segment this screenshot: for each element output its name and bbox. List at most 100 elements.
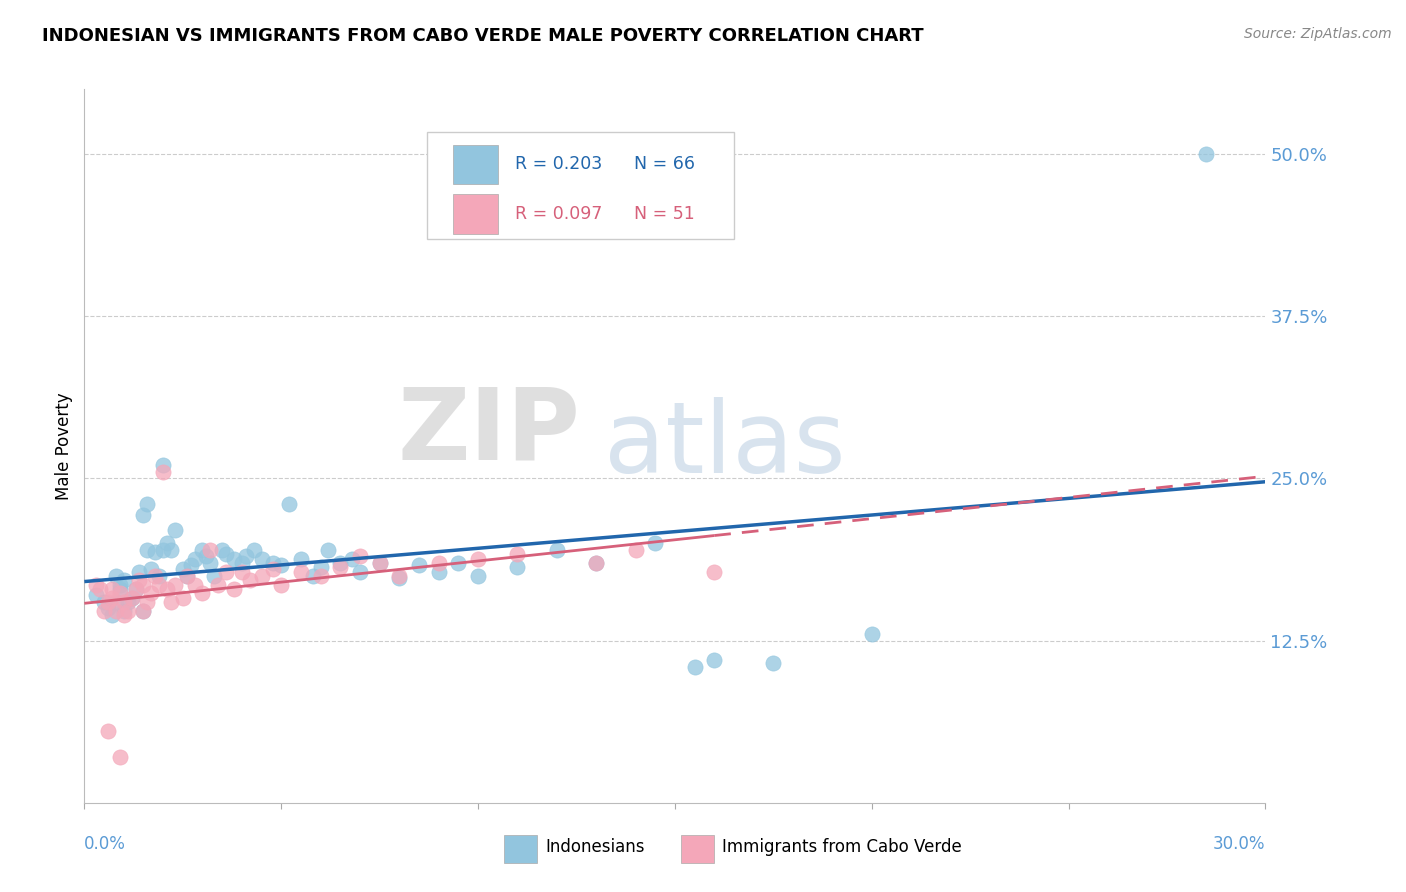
Point	[585, 556, 607, 570]
Point	[112, 573, 135, 587]
Point	[136, 497, 159, 511]
Point	[262, 562, 284, 576]
Bar	[681, 835, 714, 863]
Point	[388, 571, 411, 585]
Point	[183, 578, 205, 592]
Point	[93, 595, 115, 609]
Point	[89, 582, 111, 596]
Point	[506, 547, 529, 561]
Point	[270, 558, 292, 573]
Point	[156, 536, 179, 550]
Point	[762, 656, 785, 670]
Point	[239, 573, 262, 587]
Point	[290, 565, 312, 579]
Point	[132, 578, 155, 592]
Point	[148, 578, 170, 592]
Point	[467, 568, 489, 582]
Point	[132, 508, 155, 522]
Text: Source: ZipAtlas.com: Source: ZipAtlas.com	[1244, 27, 1392, 41]
Point	[447, 556, 470, 570]
Bar	[453, 145, 498, 184]
Point	[156, 582, 179, 596]
Text: R = 0.097: R = 0.097	[516, 205, 603, 223]
Point	[318, 542, 340, 557]
Point	[104, 604, 127, 618]
Point	[506, 559, 529, 574]
Text: R = 0.203: R = 0.203	[516, 155, 603, 173]
Point	[148, 568, 170, 582]
Point	[200, 556, 222, 570]
Point	[427, 565, 450, 579]
Point	[340, 552, 363, 566]
Point	[112, 607, 135, 622]
Point	[231, 556, 253, 570]
Point	[215, 565, 238, 579]
Point	[128, 565, 150, 579]
Point	[191, 585, 214, 599]
Point	[141, 562, 163, 576]
Point	[644, 536, 666, 550]
Point	[152, 542, 174, 557]
Point	[349, 549, 371, 564]
Point	[195, 549, 218, 564]
Point	[250, 552, 273, 566]
Point	[101, 607, 124, 622]
Bar	[503, 835, 537, 863]
Point	[112, 604, 135, 618]
Point	[136, 595, 159, 609]
Point	[104, 568, 127, 582]
Point	[368, 556, 391, 570]
Point	[84, 588, 107, 602]
Point	[108, 582, 131, 596]
Point	[235, 549, 257, 564]
Point	[101, 582, 124, 596]
Point	[172, 591, 194, 605]
Point	[143, 568, 166, 582]
Point	[160, 595, 183, 609]
Point	[427, 556, 450, 570]
Point	[97, 724, 120, 739]
Point	[132, 604, 155, 618]
Point	[703, 653, 725, 667]
Point	[1195, 147, 1218, 161]
Point	[163, 524, 186, 538]
Point	[108, 578, 131, 592]
Point	[250, 568, 273, 582]
Point	[163, 578, 186, 592]
Point	[278, 497, 301, 511]
Point	[176, 568, 198, 582]
Point	[349, 565, 371, 579]
Text: INDONESIAN VS IMMIGRANTS FROM CABO VERDE MALE POVERTY CORRELATION CHART: INDONESIAN VS IMMIGRANTS FROM CABO VERDE…	[42, 27, 924, 45]
Point	[242, 542, 264, 557]
Point	[101, 591, 124, 605]
Point	[172, 562, 194, 576]
Point	[128, 573, 150, 587]
Point	[121, 591, 143, 605]
Point	[117, 604, 139, 618]
Point	[191, 542, 214, 557]
Point	[84, 578, 107, 592]
Point	[108, 750, 131, 764]
Point	[703, 565, 725, 579]
Point	[152, 458, 174, 473]
Point	[143, 545, 166, 559]
Point	[108, 585, 131, 599]
Point	[290, 552, 312, 566]
Text: 0.0%: 0.0%	[84, 835, 127, 853]
Point	[117, 595, 139, 609]
Text: N = 66: N = 66	[634, 155, 695, 173]
Point	[270, 578, 292, 592]
Point	[200, 542, 222, 557]
Point	[215, 547, 238, 561]
Point	[624, 542, 647, 557]
Text: Indonesians: Indonesians	[546, 838, 644, 856]
Point	[262, 556, 284, 570]
Point	[202, 568, 225, 582]
Point	[546, 542, 568, 557]
Point	[683, 659, 706, 673]
Text: ZIP: ZIP	[398, 384, 581, 480]
Point	[368, 556, 391, 570]
Point	[222, 582, 245, 596]
Text: Immigrants from Cabo Verde: Immigrants from Cabo Verde	[723, 838, 962, 856]
Point	[124, 582, 146, 596]
